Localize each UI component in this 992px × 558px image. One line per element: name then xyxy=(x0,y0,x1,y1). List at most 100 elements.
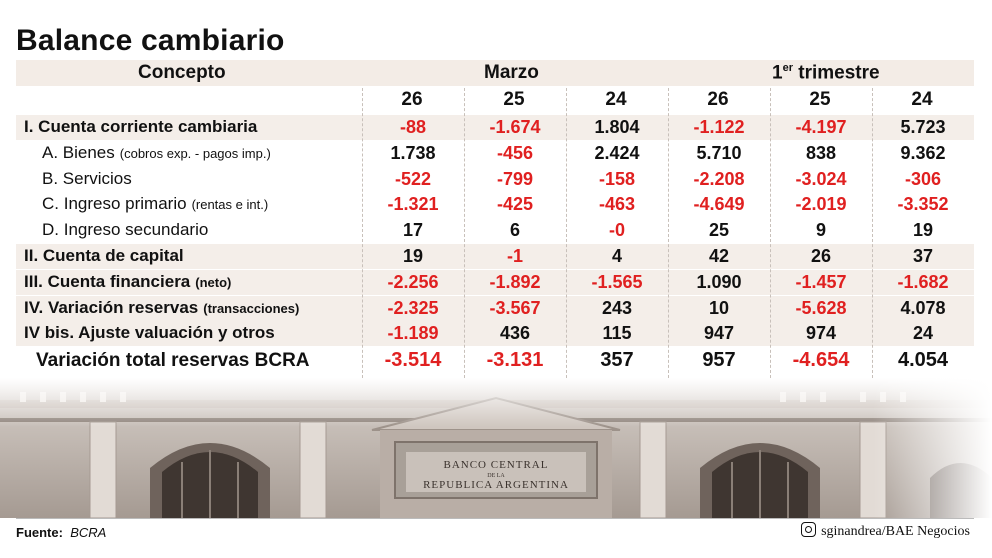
cell-value: -2.208 xyxy=(693,168,745,189)
cell-value: -2.256 xyxy=(387,271,439,292)
cell-value: 42 xyxy=(708,246,730,266)
cell-value: -3.024 xyxy=(795,168,847,189)
divider-4 xyxy=(668,88,669,378)
cell-value: -1.674 xyxy=(489,117,541,137)
cell-value: -1.321 xyxy=(387,194,439,215)
cell-value: -0 xyxy=(608,220,625,241)
cell-value: 9.362 xyxy=(900,142,946,163)
cell-value: 24 xyxy=(912,323,934,344)
year-header-3: 26 xyxy=(707,89,729,110)
header-concepto: Concepto xyxy=(138,62,226,83)
cell-value: -1.457 xyxy=(795,271,847,292)
row-label-text: C. Ingreso primario xyxy=(42,194,187,214)
cell-value: -1.189 xyxy=(387,323,439,344)
cell-value: -1.892 xyxy=(489,271,541,292)
table-row: IV bis. Ajuste valuación y otros -1.189 43… xyxy=(16,321,974,347)
row-label-text: II. Cuenta de capital xyxy=(24,246,184,265)
credit-text: sginandrea/BAE Negocios xyxy=(821,524,970,539)
cell-value: -3.352 xyxy=(897,194,949,215)
row-label: A. Bienes (cobros exp. - pagos imp.) xyxy=(42,143,271,163)
cell-value: 25 xyxy=(708,220,730,241)
table-row: C. Ingreso primario (rentas e int.) -1.321… xyxy=(16,192,974,217)
table-row: I. Cuenta corriente cambiaria -88 -1.674 1.… xyxy=(16,115,974,140)
row-label-text: III. Cuenta financiera xyxy=(24,271,191,291)
row-label-text: I. Cuenta corriente cambiaria xyxy=(24,117,258,136)
cell-value: 947 xyxy=(703,323,735,344)
cell-value: -1.682 xyxy=(897,271,949,292)
row-label-text: IV. Variación reservas xyxy=(24,297,199,317)
year-header-2: 24 xyxy=(605,89,627,110)
cell-value: -4.197 xyxy=(795,117,847,137)
row-label-note: (rentas e int.) xyxy=(191,197,269,213)
cell-value: 2.424 xyxy=(594,142,640,163)
table-row: B. Servicios -522 -799 -158 -2.208 -3.024 -306 xyxy=(16,167,974,192)
header-trimestre-sup: er xyxy=(782,62,793,74)
row-label-note: (cobros exp. - pagos imp.) xyxy=(119,145,271,161)
cell-value: -2.325 xyxy=(387,297,439,318)
cell-value: -3.567 xyxy=(489,297,541,318)
cell-value: -158 xyxy=(598,168,636,189)
cell-value: -306 xyxy=(904,168,942,189)
header-marzo: Marzo xyxy=(484,62,539,83)
total-label: Variación total reservas BCRA xyxy=(36,350,310,372)
total-value: 357 xyxy=(600,349,634,372)
row-label: IV. Variación reservas (transacciones) xyxy=(24,298,299,318)
divider-6 xyxy=(872,88,873,378)
divider-1 xyxy=(362,88,363,378)
cell-value: 974 xyxy=(805,323,837,344)
cell-value: -799 xyxy=(496,168,534,189)
row-label-text: D. Ingreso secundario xyxy=(42,220,209,240)
year-header-1: 25 xyxy=(503,89,525,110)
cell-value: 9 xyxy=(815,220,826,241)
table-header: Concepto Marzo 1er trimestre xyxy=(16,60,974,86)
divider-2 xyxy=(464,88,465,378)
cell-value: 1.090 xyxy=(696,271,742,292)
cell-value: 4.078 xyxy=(900,297,946,318)
building-illustration: BANCO CENTRAL DE LA REPUBLICA ARGENTINA xyxy=(0,378,992,518)
total-value: -3.514 xyxy=(384,349,442,372)
credit: sginandrea/BAE Negocios xyxy=(801,522,970,540)
year-header-5: 24 xyxy=(911,89,933,110)
cell-value: -2.019 xyxy=(795,194,847,215)
year-header-4: 25 xyxy=(809,89,831,110)
total-value: -3.131 xyxy=(486,349,544,372)
cell-value: 1.804 xyxy=(594,117,640,137)
cell-value: 10 xyxy=(708,297,730,318)
cell-value: -5.628 xyxy=(795,297,847,318)
row-label-text: IV bis. Ajuste valuación y otros xyxy=(24,323,275,343)
sign-line-2: DE LA xyxy=(487,473,505,479)
cell-value: 1.738 xyxy=(390,142,436,163)
cell-value: -456 xyxy=(496,142,534,163)
cell-value: 436 xyxy=(499,323,531,344)
source-note: Fuente: BCRA xyxy=(16,525,106,540)
table-row: IV. Variación reservas (transacciones) -2.… xyxy=(16,295,974,321)
divider-3 xyxy=(566,88,567,378)
row-label: C. Ingreso primario (rentas e int.) xyxy=(42,194,268,214)
total-row: Variación total reservas BCRA -3.514 -3.13… xyxy=(16,349,974,377)
cell-value: 5.723 xyxy=(900,117,946,137)
cell-value: 115 xyxy=(602,323,632,344)
row-label: B. Servicios xyxy=(42,169,132,189)
row-label: IV bis. Ajuste valuación y otros xyxy=(24,323,275,343)
header-trimestre: 1er trimestre xyxy=(772,62,880,84)
cell-value: -1 xyxy=(506,246,523,266)
cell-value: 37 xyxy=(912,246,934,266)
table-row: III. Cuenta financiera (neto) -2.256 -1.892… xyxy=(16,269,974,295)
total-value: 4.054 xyxy=(897,349,949,372)
footer-divider xyxy=(16,518,974,519)
cell-value: 19 xyxy=(912,220,934,241)
header-trimestre-word: trimestre xyxy=(798,62,880,84)
bcra-building-image: BANCO CENTRAL DE LA REPUBLICA ARGENTINA xyxy=(0,378,992,518)
sign-line-1: BANCO CENTRAL xyxy=(444,459,549,471)
page-title: Balance cambiario xyxy=(16,24,285,57)
table-row: D. Ingreso secundario 17 6 -0 25 9 19 xyxy=(16,218,974,243)
cell-value: 26 xyxy=(810,246,832,266)
source-value: BCRA xyxy=(70,525,107,540)
row-label: D. Ingreso secundario xyxy=(42,220,208,240)
cell-value: 6 xyxy=(509,220,520,241)
cell-value: -88 xyxy=(399,117,426,137)
total-value: 957 xyxy=(702,349,736,372)
cell-value: -1.122 xyxy=(693,117,745,137)
table-row: II. Cuenta de capital 19 -1 4 42 26 37 xyxy=(16,244,974,269)
total-value: -4.654 xyxy=(792,349,850,372)
